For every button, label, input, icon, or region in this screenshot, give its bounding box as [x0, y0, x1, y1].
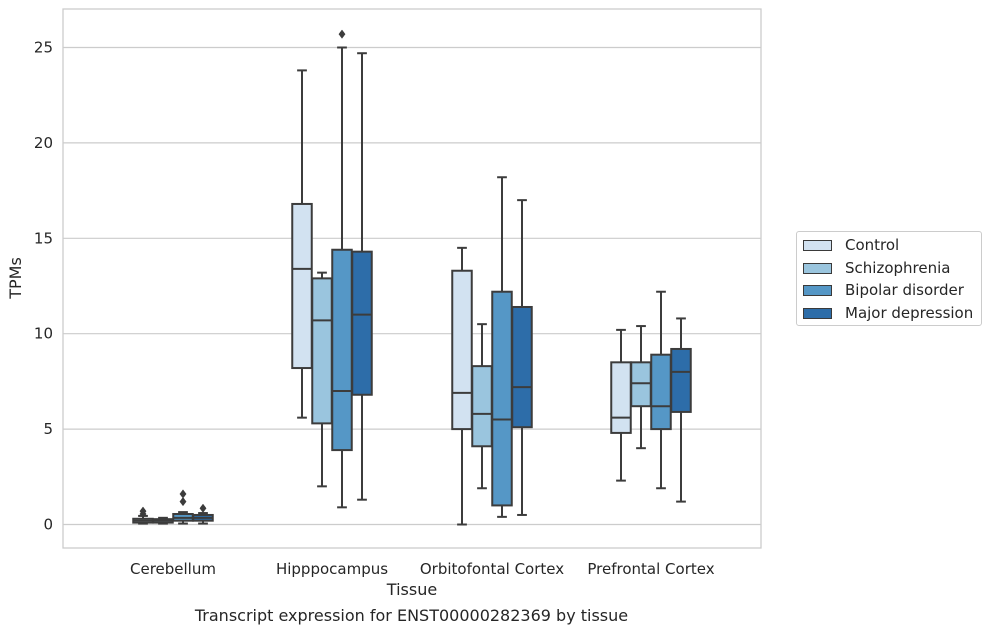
outlier-point-0 [199, 503, 207, 513]
box-rect [451, 269, 473, 431]
box-3-1 [351, 52, 373, 501]
y-tick-label-15: 15 [34, 229, 53, 247]
legend-label-bipolar-disorder: Bipolar disorder [845, 281, 964, 299]
outlier-point-0 [179, 496, 187, 507]
x-tick-labels: Cerebellum Hipppocampus Orbitofontal Corte… [130, 560, 715, 578]
box-1-1 [311, 271, 333, 488]
box-1-0 [152, 516, 174, 525]
y-tick-labels: 0 5 10 15 20 25 [34, 39, 53, 534]
box-rect [311, 277, 333, 425]
box-3-3 [670, 317, 692, 503]
y-tick-label-25: 25 [34, 39, 53, 57]
box-rect [650, 353, 672, 431]
plot-area [62, 8, 762, 549]
legend-label-major-depression: Major depression [845, 304, 974, 322]
outlier-point-1 [139, 506, 147, 516]
box-0-0 [132, 506, 154, 525]
legend-label-schizophrenia: Schizophrenia [845, 259, 951, 277]
legend-swatch-schizophrenia [803, 262, 832, 274]
box-rect [670, 347, 692, 413]
x-tick-label-3: Prefrontal Cortex [587, 560, 714, 578]
box-0-1 [291, 69, 313, 419]
box-rect [331, 248, 353, 452]
legend-item-control: Control [803, 236, 899, 254]
x-axis-label: Tissue [386, 580, 437, 599]
box-rect [351, 250, 373, 396]
legend-item-bipolar-disorder: Bipolar disorder [803, 281, 964, 299]
box-0-2 [451, 246, 473, 526]
box-2-2 [491, 176, 513, 518]
box-rect [491, 290, 513, 507]
outlier-point-1 [179, 489, 187, 499]
y-tick-label-10: 10 [34, 325, 53, 343]
chart-caption: Transcript expression for ENST0000028236… [194, 606, 629, 625]
y-axis-label: TPMs [6, 257, 25, 300]
legend-swatch-major-depression [803, 307, 832, 319]
box-2-3 [650, 290, 672, 490]
legend-item-schizophrenia: Schizophrenia [803, 259, 950, 277]
box-3-0 [192, 503, 214, 525]
box-rect [610, 361, 632, 434]
y-tick-label-20: 20 [34, 134, 53, 152]
legend-item-major-depression: Major depression [803, 304, 973, 322]
legend-swatch-bipolar-disorder [803, 284, 832, 296]
box-rect [471, 365, 493, 448]
x-tick-label-1: Hipppocampus [276, 560, 388, 578]
box-3-2 [511, 199, 533, 516]
outlier-point-0 [338, 29, 346, 39]
x-tick-label-2: Orbitofontal Cortex [420, 560, 564, 578]
box-2-0 [172, 489, 194, 525]
y-tick-label-5: 5 [43, 420, 53, 438]
legend: Control Schizophrenia Bipolar disorder M… [796, 231, 982, 326]
y-tick-label-0: 0 [43, 516, 53, 534]
legend-swatch-control [803, 239, 832, 251]
box-rect [511, 305, 533, 429]
box-elements [132, 29, 692, 526]
box-rect [291, 202, 313, 370]
legend-label-control: Control [845, 236, 900, 254]
x-tick-label-0: Cerebellum [130, 560, 216, 578]
